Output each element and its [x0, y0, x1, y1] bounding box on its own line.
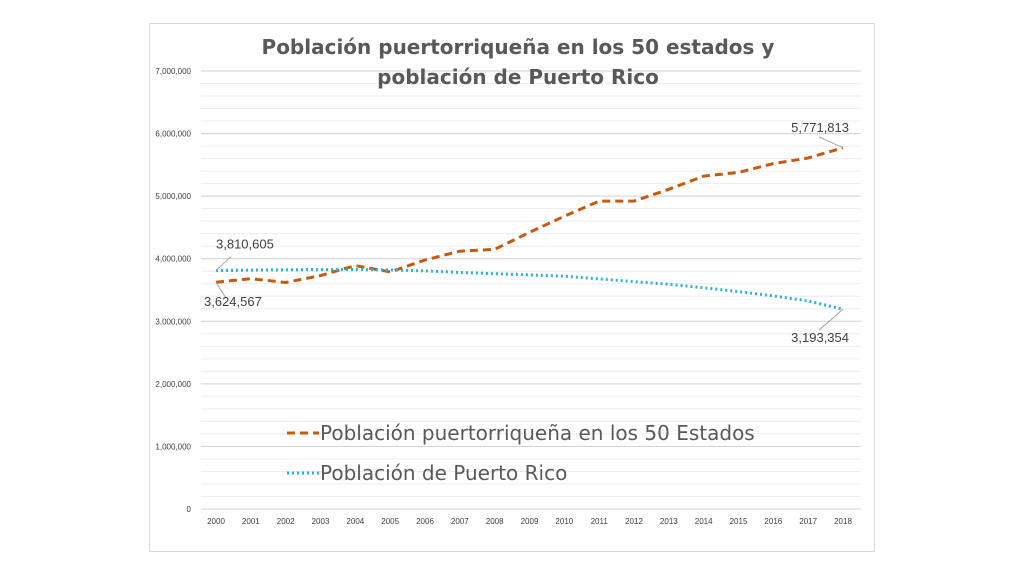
y-tick-label: 0 [187, 505, 192, 514]
annotation-label: 3,193,354 [791, 330, 849, 345]
x-tick-label: 2007 [451, 517, 469, 526]
minor-gridlines [201, 83, 861, 497]
x-tick-label: 2013 [660, 517, 678, 526]
annotation-label: 5,771,813 [791, 120, 849, 135]
chart-title: Población puertorriqueña en los 50 estad… [262, 35, 775, 89]
y-tick-label: 4,000,000 [155, 255, 191, 264]
y-tick-label: 1,000,000 [155, 442, 191, 451]
x-tick-label: 2009 [521, 517, 539, 526]
y-axis-tick-labels: 0 1,000,000 2,000,000 3,000,000 4,000,000 5,0… [155, 67, 191, 514]
y-tick-label: 7,000,000 [155, 67, 191, 76]
x-tick-label: 2001 [242, 517, 260, 526]
x-tick-label: 2017 [799, 517, 817, 526]
y-tick-label: 2,000,000 [155, 380, 191, 389]
x-tick-label: 2000 [207, 517, 225, 526]
series-lines [215, 146, 844, 311]
x-axis-tick-labels: 2000 2001 2002 2003 2004 2005 2006 2007 2008 2009… [207, 517, 852, 526]
annotation-leader-line [818, 136, 844, 149]
x-tick-label: 2004 [346, 517, 364, 526]
annotation-leader-line [215, 281, 227, 299]
chart-frame: 0 1,000,000 2,000,000 3,000,000 4,000,000 5,0… [149, 23, 875, 552]
annotation-leader-line [818, 308, 844, 331]
chart-title-line-1: Población puertorriqueña en los 50 estad… [262, 35, 775, 59]
x-tick-label: 2006 [416, 517, 434, 526]
x-tick-label: 2012 [625, 517, 643, 526]
annotation-leader-line [215, 256, 232, 271]
x-tick-label: 2005 [381, 517, 399, 526]
x-tick-label: 2010 [555, 517, 573, 526]
x-tick-label: 2018 [834, 517, 852, 526]
y-tick-label: 5,000,000 [155, 192, 191, 201]
legend-label-series-1: Población puertorriqueña en los 50 Estad… [320, 421, 755, 445]
x-tick-label: 2003 [312, 517, 330, 526]
annotation-label: 3,624,567 [204, 294, 262, 309]
data-label-annotations: 3,810,605 3,624,567 5,771,813 3,193,354 [204, 120, 849, 345]
series-line-2 [215, 268, 844, 311]
y-tick-label: 3,000,000 [155, 317, 191, 326]
legend-label-series-2: Población de Puerto Rico [320, 461, 567, 485]
major-gridlines [201, 70, 861, 510]
x-tick-label: 2008 [486, 517, 504, 526]
x-tick-label: 2011 [591, 517, 609, 526]
series-line-1 [215, 146, 844, 284]
x-tick-label: 2016 [764, 517, 782, 526]
annotation-label: 3,810,605 [216, 237, 274, 252]
x-tick-label: 2014 [695, 517, 713, 526]
x-tick-label: 2015 [730, 517, 748, 526]
line-chart: 0 1,000,000 2,000,000 3,000,000 4,000,000 5,0… [155, 35, 861, 526]
x-tick-label: 2002 [277, 517, 295, 526]
chart-title-line-2: población de Puerto Rico [377, 65, 659, 89]
chart-legend: Población puertorriqueña en los 50 Estad… [287, 421, 755, 485]
y-tick-label: 6,000,000 [155, 130, 191, 139]
